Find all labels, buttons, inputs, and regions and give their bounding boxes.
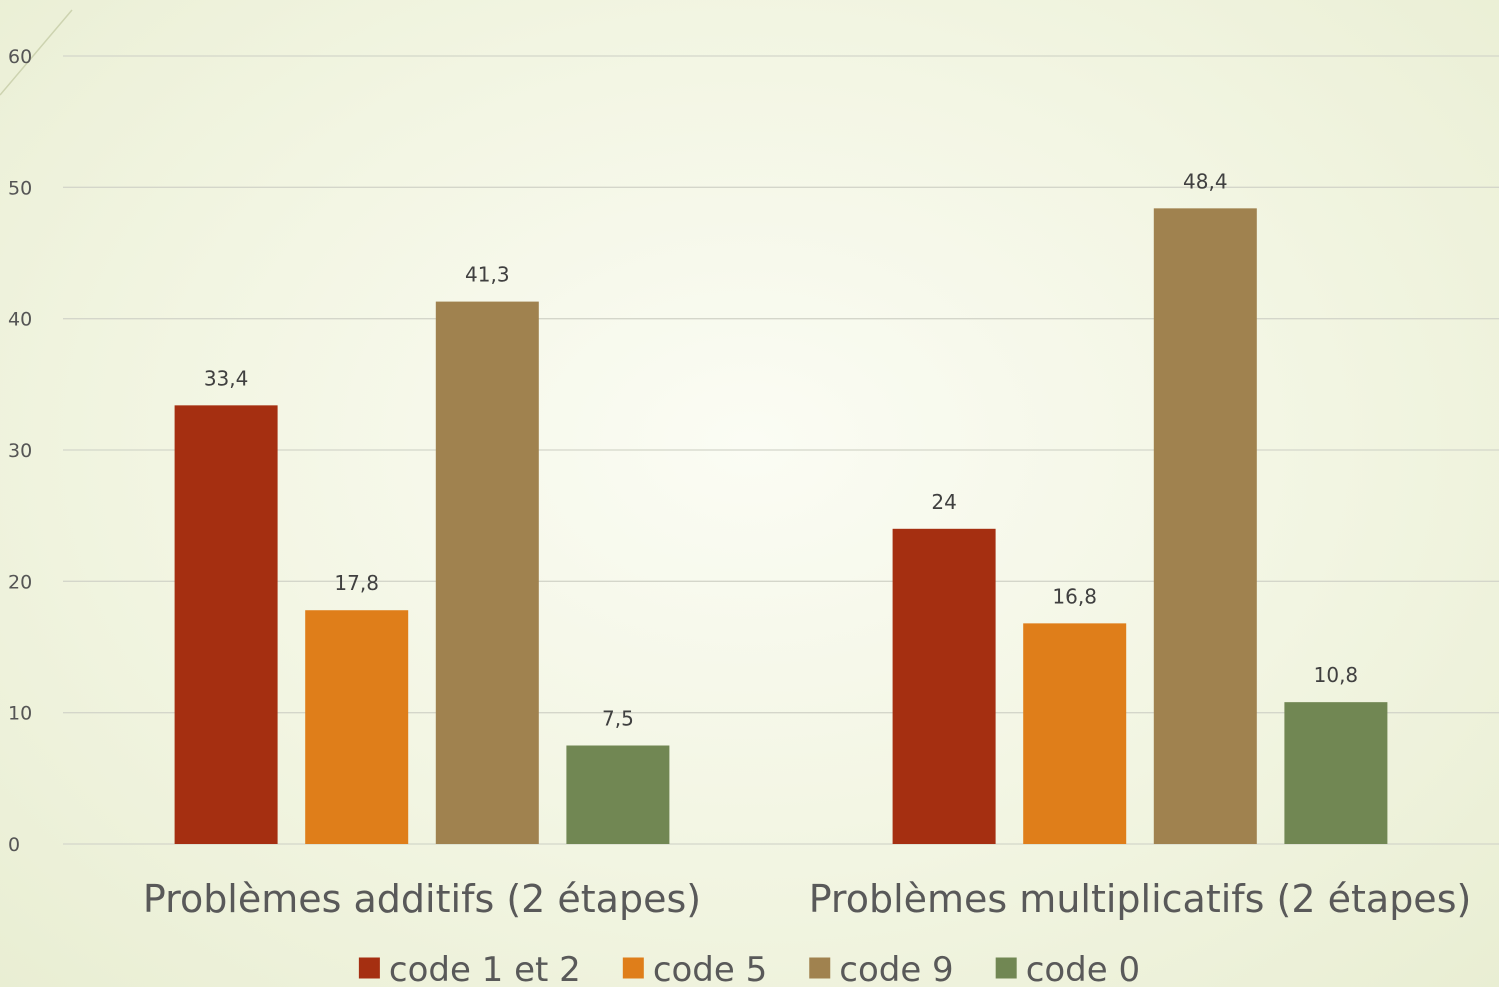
legend-label: code 0 — [1026, 950, 1140, 987]
data-labels: 33,4 17,8 41,3 7,5 24 16,8 48,4 10,8 — [204, 169, 1358, 730]
category-label: Problèmes multiplicatifs (2 étapes) — [809, 877, 1472, 921]
legend-label: code 5 — [653, 950, 767, 987]
legend-label: code 9 — [839, 950, 953, 987]
gridlines — [63, 55, 1499, 845]
y-tick-label: 50 — [8, 177, 32, 199]
y-axis-ticks: 0 10 20 30 40 50 60 — [8, 46, 32, 856]
y-tick-label: 0 — [8, 834, 20, 856]
data-label: 7,5 — [602, 707, 634, 731]
y-tick-label: 20 — [8, 571, 32, 593]
data-label: 41,3 — [465, 263, 510, 287]
data-label: 48,4 — [1183, 169, 1228, 193]
legend-swatch — [809, 957, 831, 979]
data-label: 17,8 — [334, 571, 379, 595]
category-labels: Problèmes additifs (2 étapes) Problèmes m… — [143, 877, 1471, 921]
bar-code-5 — [305, 610, 409, 844]
data-label: 33,4 — [204, 366, 249, 390]
data-label: 10,8 — [1314, 663, 1359, 687]
y-tick-label: 30 — [8, 440, 32, 462]
bar-code-0 — [566, 745, 670, 844]
legend: code 1 et 2 code 5 code 9 code 0 — [358, 950, 1140, 987]
y-tick-label: 40 — [8, 309, 32, 331]
bars — [174, 208, 1388, 844]
y-tick-label: 10 — [8, 703, 32, 725]
bar-code-9 — [1153, 208, 1257, 844]
data-label: 24 — [931, 490, 956, 514]
legend-label: code 1 et 2 — [389, 950, 581, 987]
legend-swatch — [622, 957, 644, 979]
category-label: Problèmes additifs (2 étapes) — [143, 877, 701, 921]
bar-code-1-et-2 — [174, 405, 278, 844]
decorative-corner-stroke — [0, 9, 73, 96]
bar-code-1-et-2 — [892, 528, 996, 844]
bar-code-0 — [1284, 702, 1388, 844]
legend-swatch — [995, 957, 1017, 979]
data-label: 16,8 — [1052, 584, 1097, 608]
bar-code-9 — [435, 301, 539, 844]
legend-swatch — [358, 957, 380, 979]
y-tick-label: 60 — [8, 46, 32, 68]
bar-code-5 — [1023, 623, 1127, 844]
